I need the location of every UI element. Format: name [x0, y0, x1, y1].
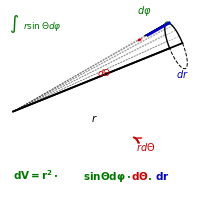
Polygon shape — [147, 24, 169, 36]
Text: $r\sin\Theta d\varphi$: $r\sin\Theta d\varphi$ — [23, 20, 62, 32]
Polygon shape — [13, 24, 182, 112]
Text: $\mathbf{dV = r^2 \cdot}$: $\mathbf{dV = r^2 \cdot}$ — [13, 168, 59, 181]
Text: $r$: $r$ — [91, 113, 98, 124]
Text: $\mathbf{dr}$: $\mathbf{dr}$ — [155, 169, 169, 181]
Text: $d\varphi$: $d\varphi$ — [137, 4, 151, 18]
Polygon shape — [145, 24, 168, 37]
Text: $\int$: $\int$ — [9, 13, 19, 34]
Polygon shape — [165, 24, 169, 25]
Text: $d\Theta$: $d\Theta$ — [97, 66, 111, 77]
Text: $\mathbf{d\Theta}$: $\mathbf{d\Theta}$ — [131, 169, 149, 181]
Text: $dr$: $dr$ — [176, 67, 189, 79]
Text: $\mathbf{sin\Theta d\varphi \cdot}$: $\mathbf{sin\Theta d\varphi \cdot}$ — [83, 169, 131, 183]
Text: $r d\Theta$: $r d\Theta$ — [136, 141, 155, 153]
Text: $\mathbf{\cdot}$: $\mathbf{\cdot}$ — [147, 171, 152, 181]
